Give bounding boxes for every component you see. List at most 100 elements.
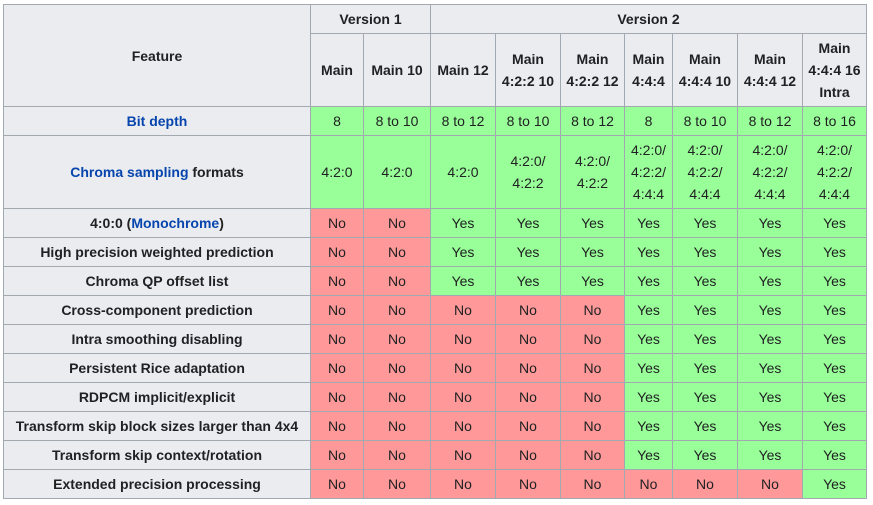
chroma-format-cell: 4:2:0/4:2:2 xyxy=(495,135,561,209)
profile-header-4: Main 4:2:2 12 xyxy=(560,33,625,107)
support-cell: Yes xyxy=(672,440,738,470)
profile-header-line: Main xyxy=(754,51,786,67)
bit-depth-cell: 8 to 16 xyxy=(802,106,867,136)
profile-header-line: 4:2:2 12 xyxy=(566,73,619,89)
chroma-format-line: 4:2:2/ xyxy=(687,164,723,180)
support-cell: No xyxy=(560,469,625,499)
support-cell: No xyxy=(495,469,561,499)
feature-row: High precision weighted prediction No No Ye… xyxy=(3,237,867,267)
support-cell: No xyxy=(430,382,496,412)
profile-header-5: Main 4:4:4 xyxy=(624,33,673,107)
profile-header-7: Main 4:4:4 12 xyxy=(737,33,803,107)
chroma-format-line: 4:2:0/ xyxy=(574,153,611,169)
support-cell: Yes xyxy=(802,324,867,354)
profile-header-line: Intra xyxy=(819,84,850,100)
bit-depth-cell: 8 xyxy=(310,106,364,136)
profile-header-1: Main 10 xyxy=(363,33,431,107)
feature-row: Extended precision processing No No No No No N… xyxy=(3,469,867,499)
bit-depth-link[interactable]: Bit depth xyxy=(126,113,188,129)
support-cell: No xyxy=(560,440,625,470)
support-cell: Yes xyxy=(737,411,803,441)
support-cell: Yes xyxy=(624,324,673,354)
support-cell: No xyxy=(495,295,561,325)
support-cell: Yes xyxy=(624,440,673,470)
support-cell: No xyxy=(737,469,803,499)
feature-label: Persistent Rice adaptation xyxy=(3,353,311,383)
support-cell: Yes xyxy=(737,324,803,354)
support-cell: No xyxy=(430,295,496,325)
profile-header-line: Main xyxy=(632,51,665,67)
support-cell: No xyxy=(310,237,364,267)
support-cell: Yes xyxy=(672,411,738,441)
chroma-format-line: 4:2:0/ xyxy=(752,142,788,158)
feature-row: RDPCM implicit/explicit No No No No No Yes Yes Y… xyxy=(3,382,867,412)
support-cell: Yes xyxy=(802,411,867,441)
support-cell: No xyxy=(495,324,561,354)
chroma-format-line: 4:2:0 xyxy=(447,164,479,180)
profile-header-line: Main xyxy=(321,62,353,78)
chroma-format-line: 4:2:0 xyxy=(381,164,413,180)
feature-label: Cross-component prediction xyxy=(3,295,311,325)
profile-header-row: Main Main 10 Main 12 Main 4:2:2 10 Main 4:2:2 … xyxy=(4,33,867,107)
chroma-sampling-link[interactable]: Chroma sampling xyxy=(70,164,189,180)
support-cell: No xyxy=(560,324,625,354)
support-cell: No xyxy=(310,266,364,296)
support-cell: Yes xyxy=(624,353,673,383)
support-cell: No xyxy=(363,237,431,267)
feature-row: Intra smoothing disabling No No No No No Yes Ye… xyxy=(3,324,867,354)
chroma-format-line: 4:4:4 xyxy=(754,186,786,202)
chroma-format-line: 4:2:0/ xyxy=(510,153,546,169)
feature-label: Extended precision processing xyxy=(3,469,311,499)
support-cell: No xyxy=(430,440,496,470)
monochrome-label-prefix: 4:0:0 ( xyxy=(90,215,132,231)
support-cell: No xyxy=(430,411,496,441)
support-cell: Yes xyxy=(624,237,673,267)
support-cell: No xyxy=(430,353,496,383)
support-cell: Yes xyxy=(802,237,867,267)
support-cell: Yes xyxy=(737,266,803,296)
support-cell: Yes xyxy=(737,295,803,325)
chroma-format-line: 4:2:2 xyxy=(576,175,609,191)
support-cell: Yes xyxy=(672,353,738,383)
support-cell: Yes xyxy=(624,411,673,441)
chroma-format-line: 4:2:0 xyxy=(321,164,353,180)
support-cell: Yes xyxy=(672,208,738,238)
profile-header-0: Main xyxy=(310,33,364,107)
chroma-sampling-row: Chroma sampling formats 4:2:0 4:2:0 4:2:0 4… xyxy=(3,135,867,209)
support-cell: Yes xyxy=(430,237,496,267)
support-cell: Yes xyxy=(737,382,803,412)
version-2-header: Version 2 xyxy=(430,4,867,34)
bit-depth-cell: 8 to 12 xyxy=(737,106,803,136)
feature-row: Chroma QP offset list No No Yes Yes Yes Yes Yes… xyxy=(3,266,867,296)
support-cell: No xyxy=(363,469,431,499)
chroma-sampling-label: Chroma sampling formats xyxy=(3,135,311,209)
support-cell: No xyxy=(560,353,625,383)
support-cell: No xyxy=(495,382,561,412)
chroma-format-cell: 4:2:0/4:2:2/4:4:4 xyxy=(624,135,673,209)
support-cell: Yes xyxy=(672,237,738,267)
support-cell: No xyxy=(672,469,738,499)
support-cell: No xyxy=(363,324,431,354)
monochrome-label: 4:0:0 (Monochrome) xyxy=(3,208,311,238)
support-cell: No xyxy=(363,295,431,325)
hevc-profile-feature-table: Feature Version 1 Version 2 Main Main 10 M… xyxy=(3,4,867,499)
support-cell: Yes xyxy=(624,208,673,238)
feature-label: Transform skip block sizes larger than 4… xyxy=(3,411,311,441)
version-1-header: Version 1 xyxy=(310,4,431,34)
monochrome-link[interactable]: Monochrome xyxy=(131,215,220,231)
chroma-format-line: 4:2:2/ xyxy=(752,164,788,180)
bit-depth-cell: 8 to 10 xyxy=(495,106,561,136)
support-cell: Yes xyxy=(802,295,867,325)
feature-row: Transform skip context/rotation No No No No N… xyxy=(3,440,867,470)
profile-header-line: Main xyxy=(689,51,721,67)
profile-header-line: 4:2:2 10 xyxy=(501,73,555,89)
profile-header-line: 4:4:4 12 xyxy=(743,73,797,89)
chroma-format-line: 4:2:2/ xyxy=(630,164,667,180)
chroma-format-cell: 4:2:0 xyxy=(430,135,496,209)
support-cell: No xyxy=(310,440,364,470)
support-cell: No xyxy=(560,411,625,441)
support-cell: Yes xyxy=(802,208,867,238)
support-cell: No xyxy=(363,411,431,441)
chroma-format-cell: 4:2:0/4:2:2/4:4:4 xyxy=(802,135,867,209)
feature-label: Intra smoothing disabling xyxy=(3,324,311,354)
